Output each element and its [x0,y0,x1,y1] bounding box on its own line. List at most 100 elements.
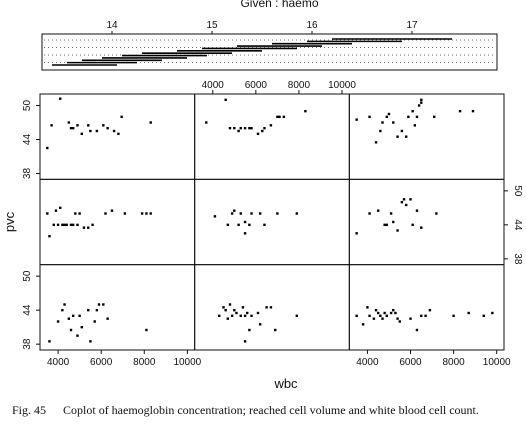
data-point [411,223,414,227]
panel-frame [39,93,196,180]
panel-2-2 [194,178,350,266]
x-tick-label: 8000 [133,357,156,368]
data-point [80,132,83,136]
data-point [71,126,75,130]
data-point [415,209,419,212]
data-point [376,209,380,212]
data-point [87,124,90,127]
x-tick-label: 6000 [399,357,422,368]
data-point [239,212,242,215]
x-tick-label: 10000 [483,357,511,368]
data-point [372,317,376,320]
panel-3-1 [39,264,196,351]
panel-1-1 [39,93,196,180]
data-point [383,223,386,227]
data-point [392,220,395,224]
data-point [411,109,414,113]
data-point [224,98,227,102]
data-point [243,314,247,318]
panel-frame [348,264,505,351]
x-tick-label: 8000 [442,357,465,368]
data-point [258,323,262,326]
data-point [482,314,485,318]
y-tick-label: 44 [512,219,523,231]
data-point [415,115,419,119]
data-point [224,308,227,312]
y-tick-label: 38 [22,168,33,180]
data-point [263,223,266,227]
data-point [87,226,90,229]
data-point [400,129,404,133]
data-point [368,115,371,119]
data-point [243,126,247,130]
given-title: Given : haemo [240,0,318,10]
data-point [80,325,83,329]
data-point [491,311,494,315]
data-point [428,308,432,312]
data-point [61,223,64,227]
panel-frame [194,93,350,180]
data-point [59,206,62,210]
data-point [433,115,436,119]
data-point [404,203,408,207]
data-point [409,198,412,201]
data-point [250,212,253,215]
data-point [274,328,277,332]
data-point [48,234,51,238]
data-point [243,340,247,343]
data-point [383,311,386,315]
data-point [467,311,470,315]
data-point [95,308,99,312]
data-point [76,223,79,227]
data-point [95,129,99,133]
data-point [237,129,240,133]
data-point [106,126,109,130]
data-point [368,314,371,318]
data-point [67,317,71,320]
data-point [385,314,389,318]
data-point [250,314,253,318]
conditioning-panels [39,93,505,351]
data-point [261,129,264,133]
data-point [50,124,53,127]
x-tick-label: 6000 [90,357,113,368]
data-point [54,209,58,212]
data-point [407,115,410,119]
data-point [355,232,358,235]
data-point [149,121,152,124]
data-point [145,212,148,215]
data-point [415,328,419,332]
data-point [276,212,279,215]
data-point [226,223,230,227]
panel-frame [348,93,505,180]
data-point [233,209,236,212]
data-point [295,212,298,215]
data-point [417,104,421,107]
data-point [93,320,96,323]
data-point [65,223,68,227]
axes: 4000 6000 8000 10000 4000 6000 8000 10000 4000 60… [2,80,523,391]
data-point [46,212,49,215]
data-point [248,126,251,130]
data-point [420,101,423,104]
data-point [239,126,242,130]
data-point [230,314,234,318]
data-point [226,317,230,320]
data-point [420,314,423,318]
data-point [112,129,116,133]
y-tick-label: 38 [22,338,33,350]
data-point [398,320,401,323]
data-point [218,314,221,318]
data-point [379,314,382,318]
data-point [269,306,273,309]
x-tick-label: 4000 [47,357,70,368]
panel-1-3 [348,93,505,180]
data-point [376,311,380,315]
data-point [106,317,109,320]
data-point [123,212,127,215]
given-tick-label: 15 [206,20,218,31]
data-point [241,306,245,309]
data-point [56,320,60,323]
data-point [246,311,249,315]
